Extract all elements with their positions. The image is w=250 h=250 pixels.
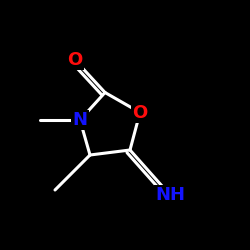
Text: NH: NH xyxy=(155,186,185,204)
Text: O: O xyxy=(132,104,148,122)
Text: O: O xyxy=(68,51,82,69)
Text: N: N xyxy=(72,111,88,129)
